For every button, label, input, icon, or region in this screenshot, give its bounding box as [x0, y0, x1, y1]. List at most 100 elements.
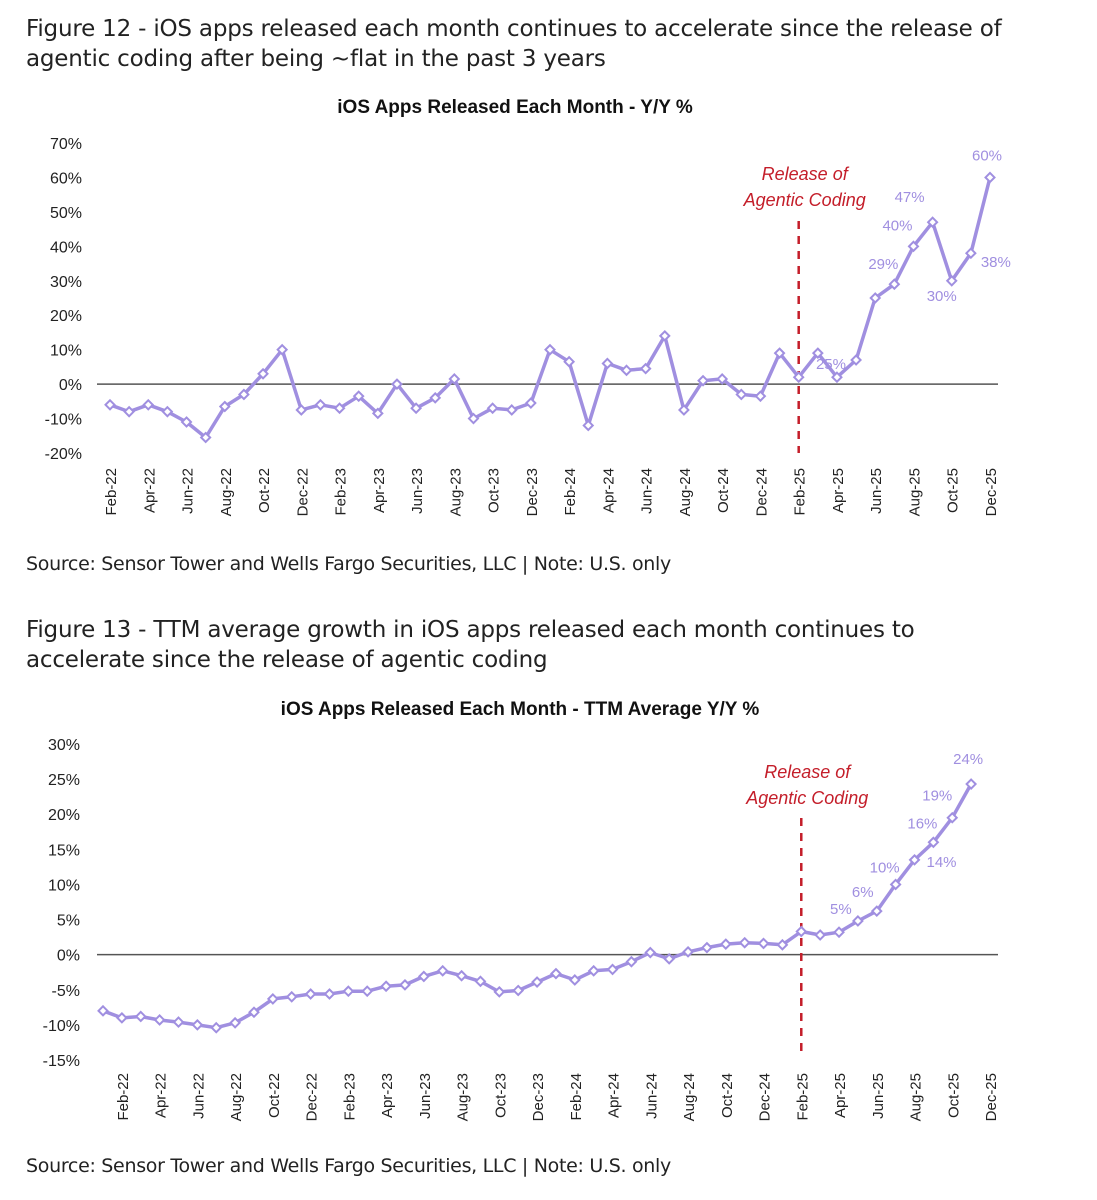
data-point — [142, 398, 155, 411]
y-tick-label: 20% — [50, 308, 82, 325]
data-point — [870, 905, 883, 918]
data-point — [115, 1011, 128, 1024]
data-point — [701, 941, 713, 954]
data-point — [323, 988, 336, 1000]
data-point — [512, 984, 525, 997]
release-annotation-line2: Agentic Coding — [743, 190, 866, 210]
data-point — [391, 378, 403, 391]
data-point — [486, 402, 499, 415]
chart-title: iOS Apps Released Each Month - TTM Avera… — [281, 699, 760, 720]
data-point — [792, 371, 805, 384]
data-point — [266, 992, 279, 1005]
data-point — [248, 1006, 260, 1019]
x-tick-label: Oct-22 — [266, 1073, 283, 1118]
data-point — [754, 390, 767, 403]
data-point — [436, 964, 449, 977]
y-tick-label: 10% — [48, 877, 80, 894]
data-point — [663, 952, 676, 965]
data-point — [276, 343, 289, 356]
x-tick-label: Jun-22 — [180, 468, 197, 514]
data-label: 47% — [895, 189, 925, 206]
data-point — [134, 1010, 147, 1023]
data-point — [927, 836, 940, 849]
y-tick-label: 40% — [50, 239, 82, 256]
y-tick-label: -5% — [52, 983, 80, 1000]
data-point — [229, 1016, 242, 1029]
y-tick-label: 0% — [59, 377, 82, 394]
data-point — [735, 388, 748, 401]
data-point — [888, 278, 901, 291]
x-tick-label: Feb-23 — [333, 468, 350, 516]
x-tick-label: Oct-23 — [486, 468, 503, 513]
data-point — [380, 980, 392, 993]
x-tick-label: Dec-24 — [757, 1073, 774, 1121]
data-point — [429, 391, 442, 404]
y-tick-label: 25% — [48, 772, 80, 789]
x-tick-label: Oct-22 — [256, 468, 273, 513]
x-tick-label: Aug-23 — [455, 1073, 472, 1121]
data-point — [97, 1004, 109, 1017]
data-point — [945, 274, 958, 287]
data-point — [738, 936, 751, 949]
data-point — [965, 778, 978, 790]
data-point — [237, 388, 250, 401]
data-point — [644, 946, 657, 959]
y-tick-label: 60% — [50, 170, 82, 187]
x-tick-label: Feb-25 — [794, 1073, 811, 1121]
x-tick-label: Aug-22 — [218, 468, 235, 516]
data-point — [850, 354, 863, 366]
x-tick-label: Aug-25 — [906, 468, 923, 516]
x-tick-label: Dec-24 — [753, 468, 770, 516]
x-tick-label: Dec-22 — [304, 1073, 321, 1121]
x-tick-label: Jun-23 — [417, 1073, 434, 1119]
data-point — [984, 171, 996, 184]
data-point — [795, 925, 808, 938]
x-tick-label: Oct-24 — [715, 468, 732, 513]
x-tick-label: Apr-24 — [600, 468, 617, 513]
data-point — [505, 404, 518, 416]
y-tick-label: -10% — [43, 1018, 80, 1035]
data-point — [658, 329, 671, 342]
figure-12-title: Figure 12 - iOS apps released each month… — [26, 16, 1002, 72]
x-tick-label: Dec-23 — [530, 1073, 547, 1121]
data-label: 16% — [907, 815, 937, 832]
data-label: 40% — [882, 217, 912, 234]
y-tick-label: 20% — [48, 807, 80, 824]
x-tick-label: Apr-22 — [141, 468, 158, 513]
y-tick-label: 15% — [48, 842, 80, 859]
series-line — [109, 176, 992, 440]
data-point — [544, 343, 556, 356]
x-tick-label: Apr-23 — [371, 468, 388, 513]
data-point — [172, 1016, 185, 1028]
data-point — [474, 975, 487, 988]
x-tick-label: Apr-22 — [153, 1073, 170, 1118]
data-point — [831, 371, 843, 384]
x-tick-label: Jun-25 — [870, 1073, 887, 1119]
data-point — [285, 990, 298, 1003]
y-tick-label: -15% — [43, 1053, 80, 1070]
x-tick-label: Jun-24 — [643, 1073, 660, 1119]
data-point — [811, 347, 824, 360]
data-label: 29% — [868, 256, 898, 273]
data-point — [620, 364, 633, 377]
data-point — [639, 362, 652, 375]
data-point — [361, 985, 374, 998]
y-tick-label: 5% — [57, 913, 80, 930]
release-annotation-line2: Agentic Coding — [745, 788, 868, 808]
y-tick-label: 10% — [50, 343, 82, 360]
chart-ios-apps-ttm: iOS Apps Released Each Month - TTM Avera… — [43, 699, 1000, 1121]
x-tick-label: Apr-25 — [832, 1073, 849, 1118]
data-label: 25% — [816, 356, 846, 373]
data-point — [218, 400, 231, 413]
y-tick-label: 0% — [57, 948, 80, 965]
data-point — [191, 1018, 204, 1031]
data-point — [399, 978, 411, 991]
x-tick-label: Oct-24 — [719, 1073, 736, 1118]
x-tick-label: Aug-22 — [228, 1073, 245, 1121]
data-point — [524, 397, 537, 409]
data-point — [342, 985, 355, 998]
data-point — [371, 407, 384, 420]
data-point — [455, 969, 468, 982]
data-point — [161, 405, 174, 418]
data-point — [677, 404, 690, 416]
